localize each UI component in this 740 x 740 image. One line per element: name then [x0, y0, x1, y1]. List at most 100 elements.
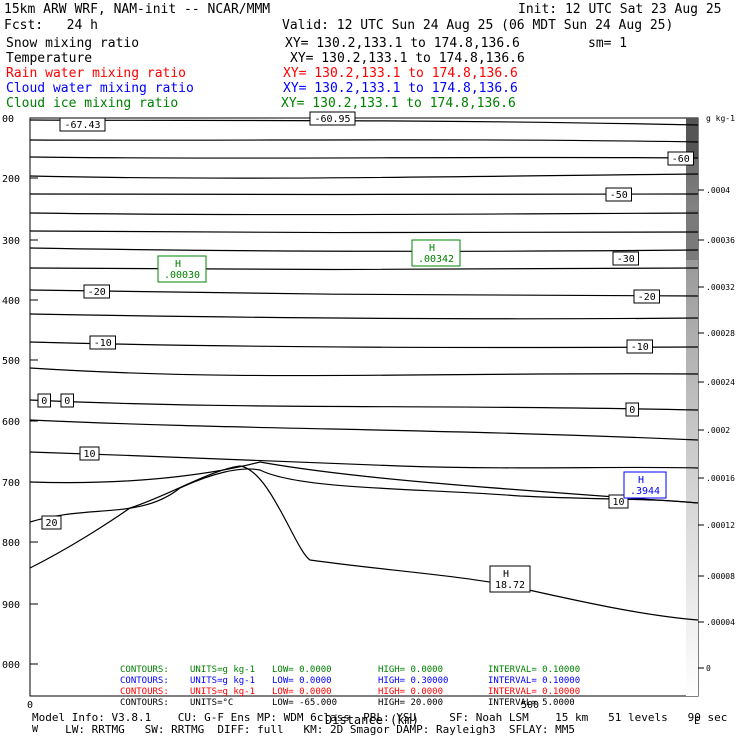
temperature-contour-label: -67.43	[59, 117, 106, 132]
temperature-contour-label: 10	[79, 446, 100, 461]
contour-info-text: HIGH= 0.30000	[378, 676, 448, 686]
svg-text:-20: -20	[638, 292, 656, 303]
contour-line	[29, 461, 699, 504]
temperature-contour-label: 0	[625, 402, 639, 417]
extremum-marker: H.3944	[623, 471, 667, 499]
y-tick-label: 000	[2, 660, 20, 671]
colorbar-tick-label: .00032	[706, 283, 735, 292]
svg-text:-20: -20	[88, 287, 106, 298]
y-tick-label: 800	[2, 538, 20, 549]
svg-text:-60: -60	[672, 154, 690, 165]
temperature-contour-label: -20	[633, 289, 660, 304]
field-name-snow: Snow mixing ratio	[6, 36, 140, 51]
contour-line	[29, 399, 699, 411]
y-tick-label: 300	[2, 236, 20, 247]
contour-info-text: HIGH= 0.0000	[378, 687, 443, 697]
forecast-hour: Fcst: 24 h	[4, 18, 98, 33]
contour-info-text: UNITS=g kg-1	[190, 687, 255, 697]
colorbar-tick-label: .0002	[706, 426, 730, 435]
temperature-contour-label: 20	[41, 515, 62, 530]
temperature-contour-label: -60	[667, 151, 694, 166]
svg-text:.00030: .00030	[164, 270, 200, 281]
contour-info-text: CONTOURS:	[120, 665, 169, 675]
colorbar-tick-label: .00012	[706, 521, 735, 530]
colorbar-tick-label: .00028	[706, 329, 735, 338]
contour-info-text: UNITS=g kg-1	[190, 665, 255, 675]
contour-line	[29, 119, 699, 126]
colorbar: g kg-1 .0004 .00036 .00032 .00028 .00024 .000…	[686, 114, 735, 696]
y-tick-label: 200	[2, 174, 20, 185]
terrain-outline	[30, 466, 698, 696]
contour-info-text: INTERVAL= 0.10000	[488, 665, 580, 675]
contour-line	[29, 367, 699, 377]
svg-text:18.72: 18.72	[495, 580, 525, 591]
contour-line	[29, 193, 699, 196]
svg-text:-50: -50	[610, 190, 628, 201]
colorbar-dark-band	[686, 210, 698, 260]
contour-info-text: UNITS=°C	[190, 698, 233, 708]
colorbar-tick-label: .00008	[706, 572, 735, 581]
west-marker: W	[32, 724, 39, 735]
field-xy-temperature: XY= 130.2,133.1 to 174.8,136.6	[290, 51, 525, 66]
temperature-contour-label: -60.95	[309, 111, 356, 126]
svg-text:H: H	[503, 569, 509, 580]
svg-text:10: 10	[612, 497, 624, 508]
contour-line	[29, 247, 699, 252]
model-info-line1: Model Info: V3.8.1 CU: G-F Ens MP: WDM 6…	[32, 711, 728, 724]
east-marker: E	[694, 716, 700, 727]
model-title: 15km ARW WRF, NAM-init -- NCAR/MMM	[4, 2, 271, 17]
colorbar-tick-label: 0	[706, 664, 711, 673]
colorbar-tick-label: .00016	[706, 474, 735, 483]
contour-line	[29, 468, 699, 523]
valid-time: Valid: 12 UTC Sun 24 Aug 25 (06 MDT Sun …	[282, 18, 674, 33]
svg-text:H: H	[638, 475, 644, 486]
y-tick-label: 500	[2, 356, 20, 367]
field-smooth: sm= 1	[588, 36, 628, 51]
temperature-contour-label: -30	[612, 251, 639, 266]
init-time: Init: 12 UTC Sat 23 Aug 25	[518, 2, 722, 17]
colorbar-tick-label: .0004	[706, 186, 730, 195]
temperature-contour-label: 0	[37, 393, 51, 408]
extremum-marker: H.00030	[157, 255, 207, 283]
y-tick-label: 700	[2, 478, 20, 489]
svg-text:.3944: .3944	[630, 486, 660, 497]
svg-text:H: H	[429, 243, 435, 254]
extremum-marker: H18.72	[489, 565, 531, 593]
contour-info-text: INTERVAL= 0.10000	[488, 687, 580, 697]
contour-info-text: HIGH= 20.000	[378, 698, 443, 708]
colorbar-units: g kg-1	[706, 114, 735, 123]
contour-line	[29, 173, 699, 179]
contour-line	[29, 341, 699, 349]
svg-text:-10: -10	[631, 342, 649, 353]
contour-line	[29, 313, 699, 320]
contour-info-text: UNITS=g kg-1	[190, 676, 255, 686]
contour-line	[29, 289, 699, 297]
temperature-contour-label: 10	[608, 494, 629, 509]
contour-info-text: CONTOURS:	[120, 687, 169, 697]
y-tick-label: 00	[2, 114, 14, 125]
field-xy-cloud-water: XY= 130.2,133.1 to 174.8,136.6	[283, 81, 518, 96]
contour-info-text: INTERVAL= 0.10000	[488, 676, 580, 686]
contour-info-text: LOW= 0.0000	[272, 665, 332, 675]
contour-line	[29, 230, 699, 234]
temperature-contour-label: 0	[60, 393, 74, 408]
contour-info-text: CONTOURS:	[120, 676, 169, 686]
field-name-cloud-water: Cloud water mixing ratio	[6, 81, 194, 96]
svg-text:-67.43: -67.43	[64, 120, 100, 131]
temperature-contour-label: -10	[89, 335, 116, 350]
svg-text:H: H	[175, 259, 181, 270]
contour-info-text: INTERVAL= 5.0000	[488, 698, 575, 708]
contour-line	[29, 212, 699, 216]
svg-text:0: 0	[629, 405, 635, 416]
contour-line	[29, 139, 699, 143]
svg-text:.00342: .00342	[418, 254, 454, 265]
temperature-contour-label: -50	[605, 187, 632, 202]
svg-text:-10: -10	[94, 338, 112, 349]
contour-line	[29, 451, 699, 469]
field-name-rain: Rain water mixing ratio	[6, 66, 187, 81]
contour-line	[29, 465, 699, 621]
colorbar-tick-label: .00024	[706, 378, 735, 387]
colorbar-tick-label: .00036	[706, 236, 735, 245]
contour-info-text: LOW= 0.0000	[272, 676, 332, 686]
